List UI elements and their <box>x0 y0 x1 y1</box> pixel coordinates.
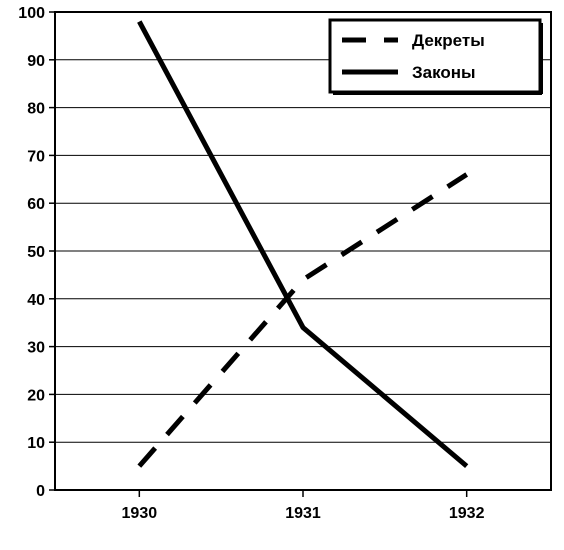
line-chart: 0 10 20 30 40 50 60 70 80 90 100 1930 1931 1932 Декрет… <box>0 0 564 550</box>
chart-canvas: 0 10 20 30 40 50 60 70 80 90 100 1930 1931 1932 Декрет… <box>0 0 564 550</box>
x-tick-label: 1932 <box>449 505 485 522</box>
y-tick-label: 10 <box>27 435 45 452</box>
x-tick-label: 1930 <box>122 505 158 522</box>
y-tick-label: 60 <box>27 196 45 213</box>
y-tick-label: 70 <box>27 148 45 165</box>
legend-label: Декреты <box>412 31 485 50</box>
y-tick-label: 0 <box>36 483 45 500</box>
y-tick-label: 90 <box>27 53 45 70</box>
y-tick-label: 30 <box>27 340 45 357</box>
x-tick-label: 1931 <box>285 505 321 522</box>
y-tick-label: 80 <box>27 101 45 118</box>
y-tick-label: 100 <box>18 5 45 22</box>
legend-label: Законы <box>412 63 476 82</box>
y-tick-label: 50 <box>27 244 45 261</box>
y-tick-label: 40 <box>27 292 45 309</box>
y-tick-label: 20 <box>27 387 45 404</box>
